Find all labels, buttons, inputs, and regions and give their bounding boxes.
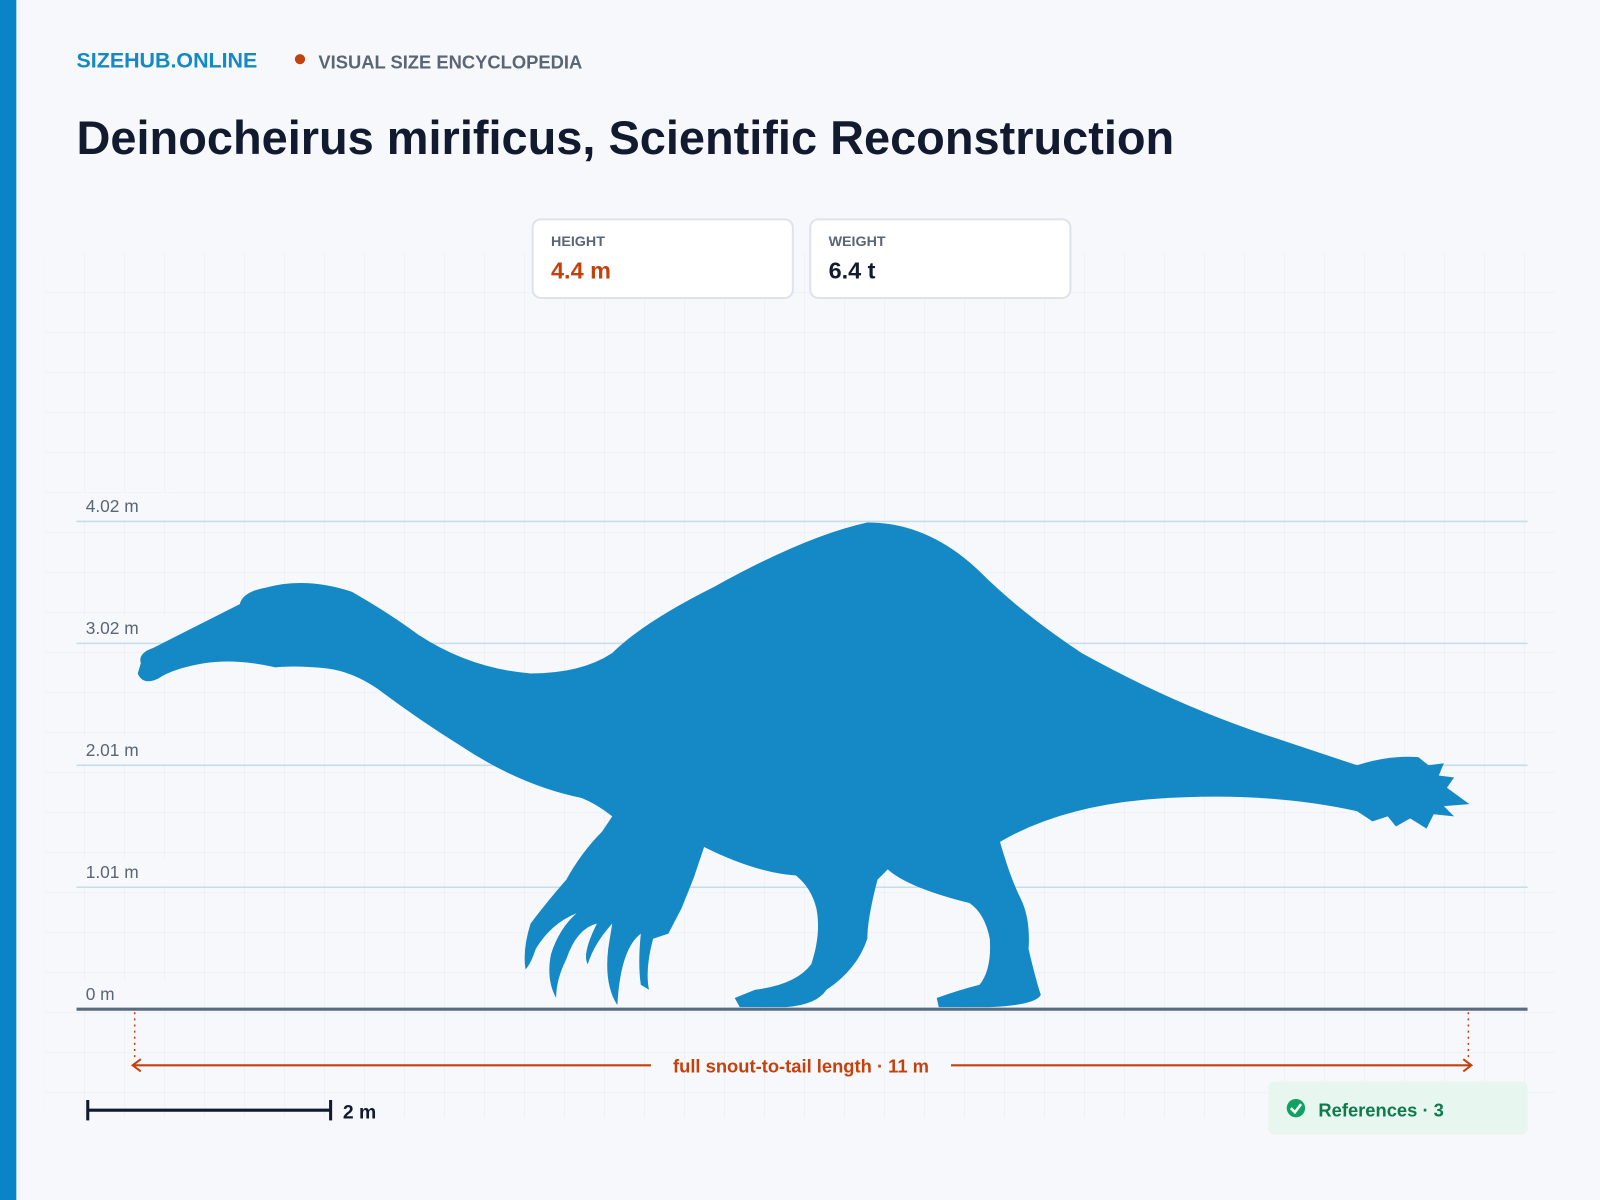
brand: SIZEHUB.ONLINE <box>77 48 258 72</box>
label-bg <box>79 980 177 1008</box>
height-label: 3.02 m <box>86 618 139 638</box>
references-badge[interactable]: References · 3 <box>1268 1081 1528 1135</box>
height-label: 4.02 m <box>86 496 139 516</box>
stat-card: WEIGHT 6.4 t <box>809 218 1072 299</box>
stat-label: WEIGHT <box>829 234 886 250</box>
length-label: full snout-to-tail length · 11 m <box>673 1055 929 1076</box>
scale-label: 2 m <box>343 1101 376 1123</box>
side-accent <box>0 0 17 1200</box>
length-indicator: full snout-to-tail length · 11 m <box>130 1012 1474 1076</box>
stat-value: 6.4 t <box>829 258 876 284</box>
tagline: VISUAL SIZE ENCYCLOPEDIA <box>318 51 582 72</box>
silhouette <box>137 522 1470 1008</box>
label-bg <box>79 736 177 764</box>
scale-bar: 2 m <box>86 1100 376 1123</box>
height-label: 0 m <box>86 984 115 1004</box>
label-bg <box>79 614 177 642</box>
stat-label: HEIGHT <box>551 234 605 250</box>
dot <box>294 54 306 65</box>
references-label[interactable]: References · 3 <box>1318 1099 1444 1120</box>
title: Deinocheirus mirificus, Scientific Recon… <box>77 112 1175 164</box>
stat-value: 4.4 m <box>551 258 611 284</box>
height-lines: 4.02 m 3.02 m 2.01 m 1.01 m 0 m <box>76 492 1528 1011</box>
label-bg <box>79 858 177 886</box>
height-label: 2.01 m <box>86 740 139 760</box>
stat-card: HEIGHT 4.4 m <box>531 218 794 299</box>
label-bg <box>79 492 177 520</box>
height-label: 1.01 m <box>86 862 139 882</box>
